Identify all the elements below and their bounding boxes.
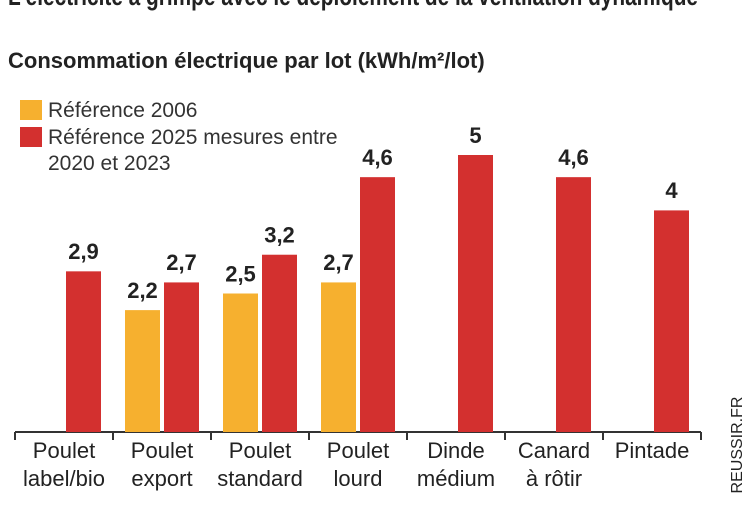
chart-title: L'électricité a grimpé avec le déploieme… [8, 0, 698, 11]
x-tick-label: lourd [334, 466, 383, 491]
legend-label: Référence 2025 mesures entre 2020 et 202… [48, 126, 338, 175]
bar [262, 254, 297, 432]
x-tick-label: standard [217, 466, 303, 491]
x-tick-label: Poulet [327, 438, 389, 463]
x-tick-label: Dinde [427, 438, 484, 463]
x-tick-label: Pintade [615, 438, 690, 463]
x-tick-label: label/bio [23, 466, 105, 491]
x-tick-label: Poulet [33, 438, 95, 463]
value-label: 4,6 [362, 145, 393, 170]
bar [223, 293, 258, 432]
chart-subtitle: Consommation électrique par lot (kWh/m²/… [8, 48, 485, 73]
value-label: 2,9 [68, 239, 99, 264]
bar [458, 155, 493, 432]
bar [556, 177, 591, 432]
bar [654, 210, 689, 432]
bar [66, 271, 101, 432]
bar [164, 282, 199, 432]
source: REUSSIR.FR [729, 397, 746, 494]
value-label: 2,7 [323, 250, 354, 275]
legend-swatch [20, 100, 42, 120]
x-tick-label: export [131, 466, 192, 491]
value-label: 2,2 [127, 278, 158, 303]
x-tick-label: Poulet [131, 438, 193, 463]
bar [125, 310, 160, 432]
legend-item: Référence 2025 mesures entre 2020 et 202… [20, 125, 348, 177]
bar [321, 282, 356, 432]
bar [360, 177, 395, 432]
legend: Référence 2006 Référence 2025 mesures ent… [20, 98, 348, 178]
legend-label: Référence 2006 [48, 99, 198, 122]
value-label: 3,2 [264, 223, 295, 248]
value-label: 4,6 [558, 145, 589, 170]
legend-swatch [20, 127, 42, 147]
x-tick-label: à rôtir [526, 466, 582, 491]
x-tick-label: Canard [518, 438, 590, 463]
value-label: 2,5 [225, 261, 256, 286]
value-label: 4 [665, 178, 678, 203]
value-label: 5 [469, 123, 481, 148]
x-tick-label: médium [417, 466, 495, 491]
value-label: 2,7 [166, 250, 197, 275]
x-tick-label: Poulet [229, 438, 291, 463]
legend-item: Référence 2006 [20, 98, 348, 124]
